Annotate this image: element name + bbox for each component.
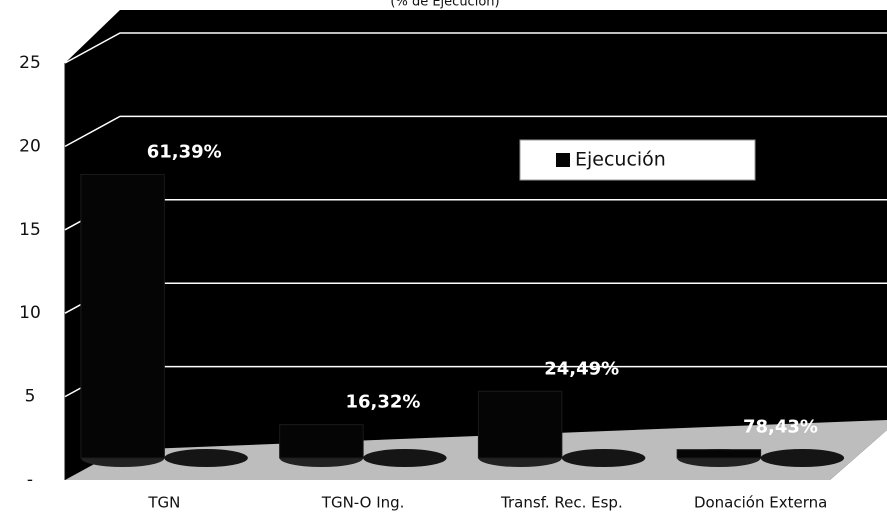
plot-wall: [65, 10, 887, 480]
data-label: 78,43%: [743, 417, 818, 438]
bar-shadow: [760, 449, 845, 467]
grid-line: [64, 32, 887, 64]
legend-swatch: [556, 153, 570, 167]
x-tick-label: TGN-O Ing.: [321, 494, 405, 512]
data-label: 61,39%: [147, 141, 222, 162]
data-label: 24,49%: [544, 358, 619, 379]
x-tick-label: Donación Externa: [694, 494, 827, 512]
bar-shadow: [164, 449, 248, 467]
y-tick-label: -: [27, 470, 33, 490]
legend-label: Ejecución: [575, 149, 666, 171]
y-tick-label: 25: [19, 53, 41, 73]
x-tick-label: Transf. Rec. Esp.: [500, 494, 623, 512]
data-label: 16,32%: [346, 392, 421, 413]
grid-line: [64, 115, 887, 148]
y-tick-label: 10: [19, 303, 41, 323]
y-tick-label: 15: [19, 220, 41, 240]
y-tick-label: 5: [25, 387, 36, 407]
bar-shadow: [363, 449, 447, 467]
plot-floor: [65, 420, 887, 480]
x-tick-label: TGN: [147, 494, 180, 512]
y-tick-label: 20: [19, 136, 41, 156]
bar: [80, 173, 165, 459]
bar: [279, 424, 364, 459]
bar: [477, 390, 563, 459]
bar: [676, 449, 762, 459]
bar-shadow: [561, 449, 646, 467]
chart-subtitle: (% de Ejecución): [390, 0, 499, 10]
